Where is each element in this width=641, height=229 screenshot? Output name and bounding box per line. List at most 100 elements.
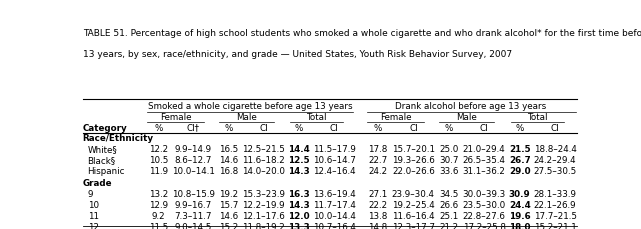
Text: 29.0: 29.0: [509, 167, 531, 177]
Text: 17.2–25.8: 17.2–25.8: [463, 223, 506, 229]
Text: %: %: [374, 124, 382, 133]
Text: 10.7–16.4: 10.7–16.4: [313, 223, 356, 229]
Text: Female: Female: [380, 113, 412, 122]
Text: 12.0: 12.0: [288, 212, 310, 221]
Text: 12.2: 12.2: [149, 145, 168, 154]
Text: %: %: [445, 124, 453, 133]
Text: 25.1: 25.1: [439, 212, 458, 221]
Text: 11: 11: [88, 212, 99, 221]
Text: Grade: Grade: [83, 179, 112, 188]
Text: 16.8: 16.8: [219, 167, 238, 177]
Text: 14.4: 14.4: [288, 145, 310, 154]
Text: 24.4: 24.4: [509, 201, 531, 210]
Text: Female: Female: [160, 113, 192, 122]
Text: Male: Male: [456, 113, 477, 122]
Text: 14.3: 14.3: [288, 201, 310, 210]
Text: 30.7: 30.7: [439, 156, 458, 165]
Text: 11.9: 11.9: [149, 167, 168, 177]
Text: 14.6: 14.6: [219, 156, 238, 165]
Text: 19.2: 19.2: [219, 190, 238, 199]
Text: CI: CI: [409, 124, 418, 133]
Text: Smoked a whole cigarette before age 13 years: Smoked a whole cigarette before age 13 y…: [148, 102, 353, 112]
Text: %: %: [224, 124, 233, 133]
Text: 19.2–25.4: 19.2–25.4: [392, 201, 435, 210]
Text: 34.5: 34.5: [439, 190, 458, 199]
Text: 12.2–19.9: 12.2–19.9: [242, 201, 285, 210]
Text: 14.3: 14.3: [288, 167, 310, 177]
Text: White§: White§: [88, 145, 117, 154]
Text: 8.6–12.7: 8.6–12.7: [175, 156, 212, 165]
Text: CI: CI: [330, 124, 338, 133]
Text: Black§: Black§: [88, 156, 116, 165]
Text: 9.9–14.9: 9.9–14.9: [175, 145, 212, 154]
Text: 26.6: 26.6: [439, 201, 458, 210]
Text: 13.8: 13.8: [368, 212, 388, 221]
Text: 9.0–14.5: 9.0–14.5: [175, 223, 212, 229]
Text: 33.6: 33.6: [439, 167, 458, 177]
Text: 16.3: 16.3: [288, 190, 310, 199]
Text: %: %: [154, 124, 162, 133]
Text: 12: 12: [88, 223, 99, 229]
Text: Category: Category: [83, 124, 128, 133]
Text: 21.0–29.4: 21.0–29.4: [463, 145, 506, 154]
Text: 19.3–26.6: 19.3–26.6: [392, 156, 435, 165]
Text: 13.2: 13.2: [149, 190, 168, 199]
Text: 15.7–20.1: 15.7–20.1: [392, 145, 435, 154]
Text: 11.8–19.2: 11.8–19.2: [242, 223, 285, 229]
Text: 21.5: 21.5: [509, 145, 531, 154]
Text: 23.9–30.4: 23.9–30.4: [392, 190, 435, 199]
Text: 10.8–15.9: 10.8–15.9: [172, 190, 215, 199]
Text: TABLE 51. Percentage of high school students who smoked a whole cigarette and wh: TABLE 51. Percentage of high school stud…: [83, 29, 641, 38]
Text: Male: Male: [236, 113, 256, 122]
Text: 18.8–24.4: 18.8–24.4: [534, 145, 576, 154]
Text: CI: CI: [480, 124, 488, 133]
Text: 10.5: 10.5: [149, 156, 168, 165]
Text: 12.3–17.7: 12.3–17.7: [392, 223, 435, 229]
Text: 11.6–18.2: 11.6–18.2: [242, 156, 285, 165]
Text: 11.6–16.4: 11.6–16.4: [392, 212, 435, 221]
Text: %: %: [295, 124, 303, 133]
Text: 23.5–30.0: 23.5–30.0: [463, 201, 506, 210]
Text: Drank alcohol before age 13 years: Drank alcohol before age 13 years: [395, 102, 546, 112]
Text: 16.5: 16.5: [219, 145, 238, 154]
Text: CI: CI: [260, 124, 268, 133]
Text: Hispanic: Hispanic: [88, 167, 125, 177]
Text: 15.2: 15.2: [219, 223, 238, 229]
Text: 17.7–21.5: 17.7–21.5: [533, 212, 577, 221]
Text: 9.2: 9.2: [151, 212, 165, 221]
Text: 12.5–21.5: 12.5–21.5: [242, 145, 285, 154]
Text: 13.3: 13.3: [288, 223, 310, 229]
Text: 25.0: 25.0: [439, 145, 458, 154]
Text: 11.5–17.9: 11.5–17.9: [313, 145, 356, 154]
Text: 11.5: 11.5: [149, 223, 168, 229]
Text: Race/Ethnicity: Race/Ethnicity: [83, 134, 154, 143]
Text: CI†: CI†: [187, 124, 200, 133]
Text: 26.7: 26.7: [509, 156, 531, 165]
Text: 9: 9: [88, 190, 93, 199]
Text: 28.1–33.9: 28.1–33.9: [533, 190, 577, 199]
Text: 10.0–14.4: 10.0–14.4: [313, 212, 356, 221]
Text: 22.7: 22.7: [369, 156, 388, 165]
Text: 7.3–11.7: 7.3–11.7: [175, 212, 212, 221]
Text: 24.2–29.4: 24.2–29.4: [534, 156, 576, 165]
Text: 12.9: 12.9: [149, 201, 168, 210]
Text: 9.9–16.7: 9.9–16.7: [175, 201, 212, 210]
Text: 26.5–35.4: 26.5–35.4: [463, 156, 506, 165]
Text: 12.4–16.4: 12.4–16.4: [313, 167, 356, 177]
Text: 14.6: 14.6: [219, 212, 238, 221]
Text: 12.5: 12.5: [288, 156, 310, 165]
Text: 11.7–17.4: 11.7–17.4: [313, 201, 356, 210]
Text: 21.2: 21.2: [439, 223, 458, 229]
Text: 10: 10: [88, 201, 99, 210]
Text: 30.0–39.3: 30.0–39.3: [463, 190, 506, 199]
Text: 14.8: 14.8: [369, 223, 388, 229]
Text: 24.2: 24.2: [369, 167, 387, 177]
Text: 10.6–14.7: 10.6–14.7: [313, 156, 356, 165]
Text: 22.8–27.6: 22.8–27.6: [463, 212, 506, 221]
Text: 15.7: 15.7: [219, 201, 238, 210]
Text: 22.0–26.6: 22.0–26.6: [392, 167, 435, 177]
Text: %: %: [515, 124, 524, 133]
Text: 17.8: 17.8: [368, 145, 388, 154]
Text: 15.2–21.1: 15.2–21.1: [534, 223, 576, 229]
Text: 27.1: 27.1: [369, 190, 388, 199]
